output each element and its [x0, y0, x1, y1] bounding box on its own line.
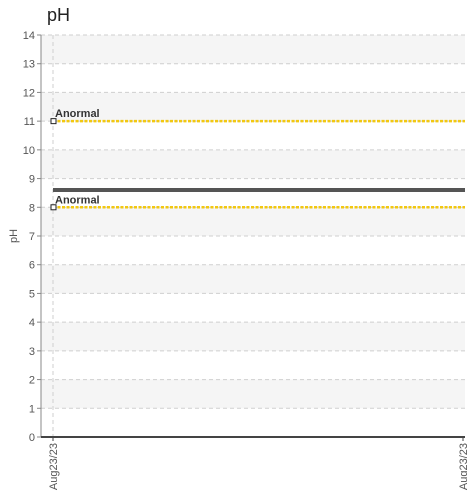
- chart-title: pH: [47, 5, 71, 25]
- y-tick-label: 4: [29, 317, 35, 329]
- grid-stripe: [41, 322, 465, 351]
- y-tick-label: 2: [29, 375, 35, 387]
- grid-stripe: [41, 149, 465, 179]
- reference-marker[interactable]: [50, 118, 57, 125]
- y-tick-label: 3: [29, 346, 35, 358]
- y-axis-title: pH: [8, 229, 20, 243]
- x-tick-label: Aug23/23: [48, 443, 60, 490]
- reference-marker[interactable]: [50, 204, 57, 211]
- reference-lines[interactable]: Anormal Anormal: [50, 108, 465, 211]
- y-tick-label: 13: [23, 59, 35, 71]
- y-tick-label: 12: [23, 87, 35, 99]
- grid-stripe: [41, 207, 465, 236]
- x-tick-label: Aug23/23: [458, 443, 467, 490]
- grid-stripes: [41, 35, 465, 409]
- y-tick-label: 11: [24, 116, 35, 128]
- grid-stripe: [41, 379, 465, 409]
- x-axis-ticks: Aug23/23 Aug23/23: [48, 437, 467, 490]
- y-tick-label: 7: [29, 231, 35, 243]
- y-tick-label: 14: [23, 30, 35, 42]
- reference-line-label: Anormal: [55, 108, 100, 120]
- y-tick-label: 10: [23, 145, 35, 157]
- y-tick-label: 5: [29, 288, 35, 300]
- gridlines: [41, 34, 465, 437]
- y-tick-label: 8: [29, 202, 35, 214]
- grid-stripe: [41, 264, 465, 294]
- grid-stripe: [41, 92, 465, 122]
- y-tick-label: 6: [29, 260, 35, 272]
- grid-stripe: [41, 35, 465, 64]
- y-tick-label: 9: [29, 174, 35, 186]
- y-tick-label: 1: [29, 403, 35, 415]
- y-tick-label: 0: [29, 432, 35, 444]
- reference-line-label: Anormal: [55, 194, 100, 206]
